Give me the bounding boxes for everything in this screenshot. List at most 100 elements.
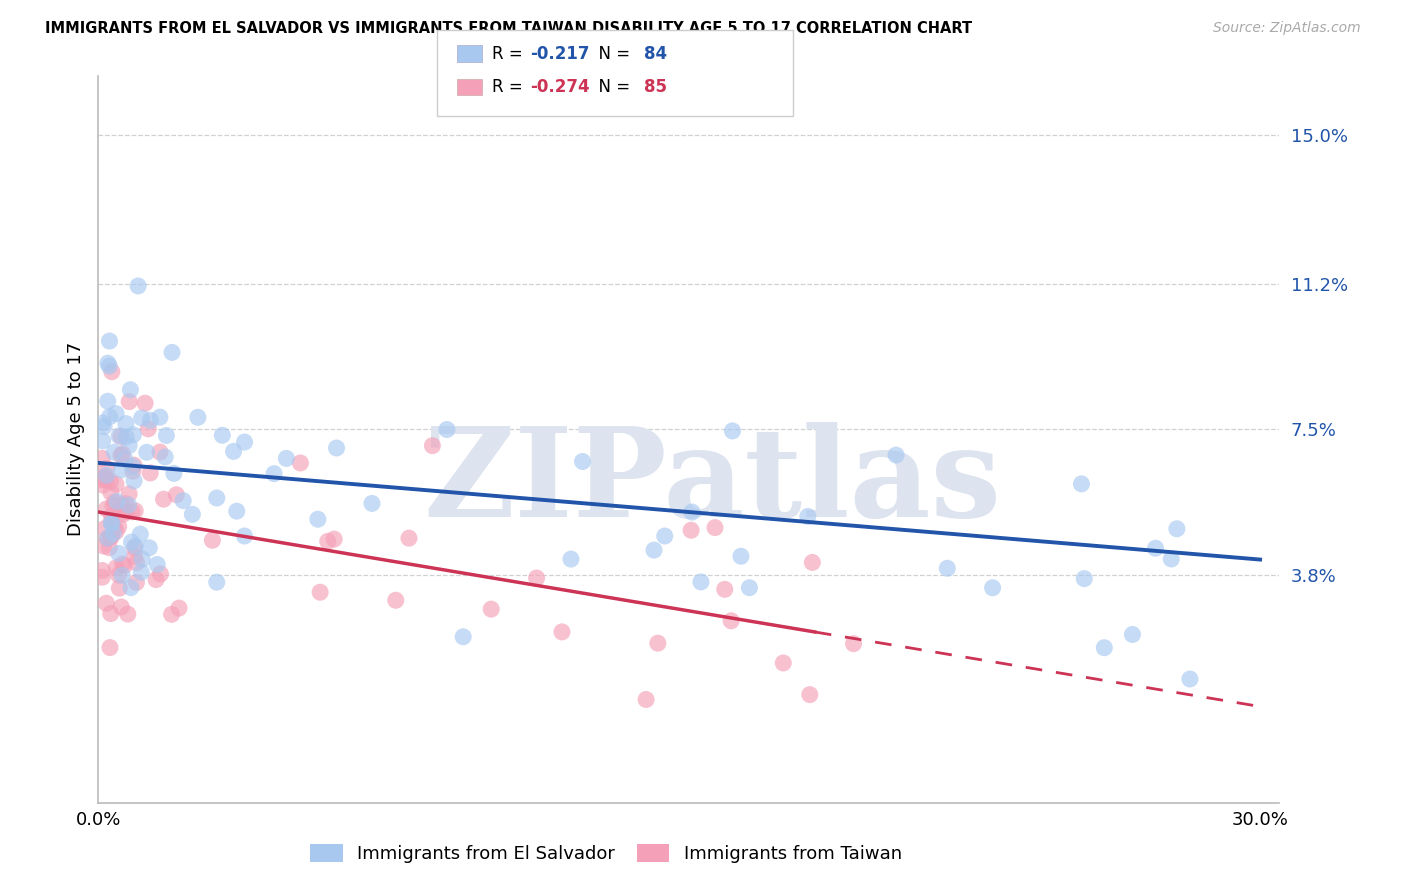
Point bbox=[643, 543, 665, 558]
Point bbox=[111, 568, 134, 582]
Point bbox=[118, 394, 141, 409]
Point bbox=[647, 636, 669, 650]
Point bbox=[772, 656, 794, 670]
Point bbox=[145, 573, 167, 587]
Point bbox=[104, 477, 127, 491]
Point bbox=[323, 532, 346, 546]
Point bbox=[222, 444, 245, 458]
Point bbox=[1178, 672, 1201, 686]
Point bbox=[551, 624, 574, 639]
Point bbox=[721, 424, 744, 438]
Point bbox=[93, 472, 115, 486]
Point bbox=[451, 630, 474, 644]
Point bbox=[115, 417, 138, 431]
Point bbox=[100, 485, 122, 500]
Point bbox=[560, 552, 582, 566]
Point bbox=[117, 498, 139, 512]
Point bbox=[211, 428, 233, 442]
Point bbox=[121, 505, 143, 519]
Point bbox=[479, 602, 502, 616]
Point bbox=[120, 581, 142, 595]
Point bbox=[139, 413, 162, 427]
Point bbox=[111, 447, 134, 461]
Point bbox=[1166, 522, 1188, 536]
Point bbox=[571, 454, 593, 468]
Point bbox=[713, 582, 735, 597]
Point bbox=[103, 445, 125, 459]
Point bbox=[290, 456, 312, 470]
Text: ZIPatlas: ZIPatlas bbox=[423, 423, 1001, 543]
Point bbox=[201, 533, 224, 548]
Point bbox=[1144, 541, 1167, 556]
Point bbox=[884, 448, 907, 462]
Point bbox=[104, 495, 127, 509]
Point bbox=[155, 428, 177, 442]
Point bbox=[205, 491, 228, 505]
Point bbox=[125, 556, 148, 570]
Point bbox=[384, 593, 406, 607]
Point bbox=[124, 504, 146, 518]
Point bbox=[526, 571, 548, 585]
Point bbox=[263, 467, 285, 481]
Point bbox=[110, 429, 132, 443]
Point bbox=[91, 451, 114, 466]
Point bbox=[122, 464, 145, 478]
Point bbox=[129, 527, 152, 541]
Point bbox=[107, 519, 129, 533]
Point bbox=[107, 546, 129, 560]
Text: -0.274: -0.274 bbox=[530, 78, 589, 96]
Point bbox=[111, 557, 134, 571]
Point bbox=[98, 334, 121, 348]
Point bbox=[316, 534, 339, 549]
Point bbox=[118, 487, 141, 501]
Point bbox=[1121, 627, 1143, 641]
Point bbox=[167, 601, 190, 615]
Point bbox=[799, 688, 821, 702]
Point bbox=[125, 575, 148, 590]
Point bbox=[165, 488, 187, 502]
Point bbox=[121, 535, 143, 549]
Text: Source: ZipAtlas.com: Source: ZipAtlas.com bbox=[1213, 21, 1361, 35]
Point bbox=[361, 496, 384, 510]
Point bbox=[100, 529, 122, 543]
Point bbox=[149, 566, 172, 581]
Text: N =: N = bbox=[588, 78, 636, 96]
Point bbox=[112, 507, 135, 521]
Point bbox=[681, 523, 703, 537]
Point bbox=[131, 411, 153, 425]
Point bbox=[96, 473, 118, 487]
Point bbox=[801, 556, 824, 570]
Point bbox=[936, 561, 959, 575]
Point bbox=[139, 466, 162, 480]
Point bbox=[101, 516, 124, 531]
Point bbox=[108, 429, 131, 443]
Point bbox=[149, 410, 172, 425]
Point bbox=[91, 416, 114, 430]
Point bbox=[107, 568, 129, 582]
Point bbox=[122, 474, 145, 488]
Point bbox=[121, 459, 143, 474]
Point bbox=[118, 439, 141, 453]
Point bbox=[91, 478, 114, 492]
Point bbox=[325, 441, 347, 455]
Point bbox=[100, 607, 122, 621]
Point bbox=[181, 508, 204, 522]
Point bbox=[124, 549, 146, 564]
Point bbox=[110, 463, 132, 477]
Point bbox=[120, 383, 142, 397]
Point bbox=[205, 575, 228, 590]
Legend: Immigrants from El Salvador, Immigrants from Taiwan: Immigrants from El Salvador, Immigrants … bbox=[304, 837, 910, 870]
Point bbox=[135, 445, 157, 459]
Point bbox=[720, 614, 742, 628]
Point bbox=[307, 512, 329, 526]
Point bbox=[276, 451, 298, 466]
Point bbox=[98, 640, 121, 655]
Point bbox=[97, 394, 120, 409]
Point bbox=[233, 529, 256, 543]
Point bbox=[160, 607, 183, 622]
Text: 85: 85 bbox=[644, 78, 666, 96]
Point bbox=[115, 504, 138, 518]
Point bbox=[163, 467, 186, 481]
Point bbox=[93, 539, 115, 553]
Point bbox=[103, 526, 125, 541]
